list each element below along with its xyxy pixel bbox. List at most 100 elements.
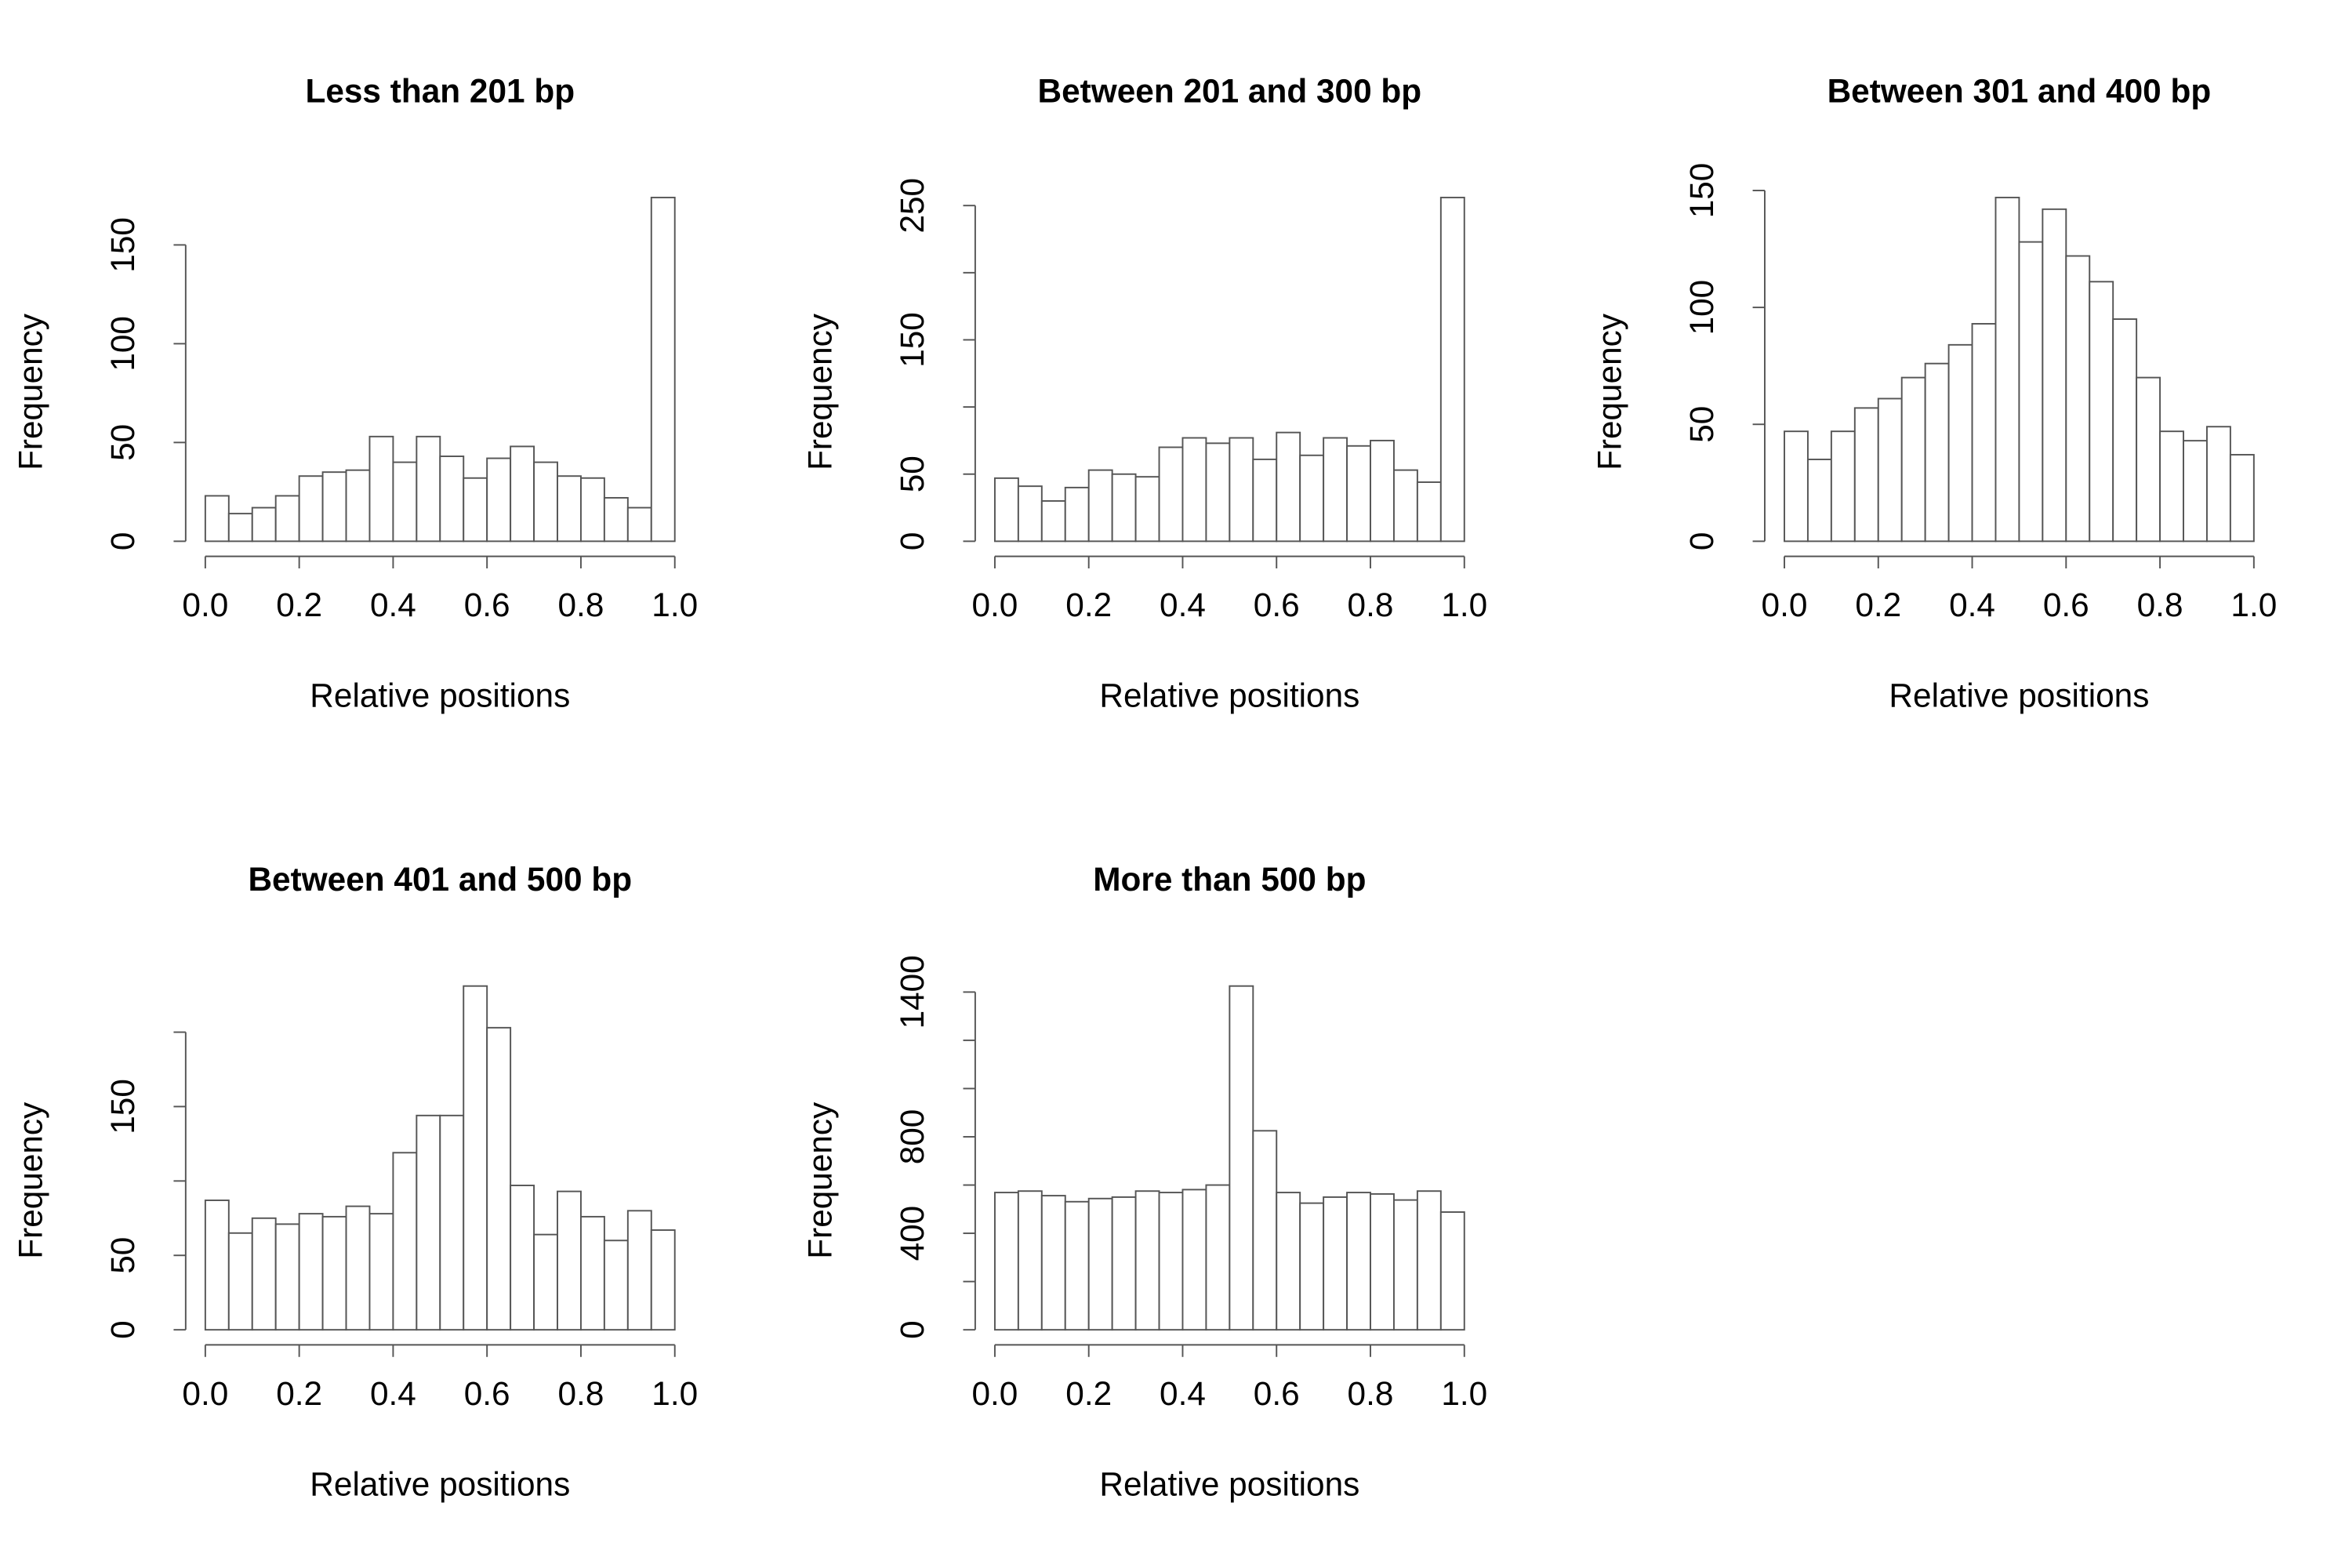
bar xyxy=(1205,442,1231,543)
bar xyxy=(321,1215,347,1331)
x-tick-label: 0.8 xyxy=(558,586,604,623)
bar xyxy=(463,477,488,543)
bar xyxy=(510,1185,535,1331)
bar xyxy=(486,1026,512,1331)
bar xyxy=(579,1215,605,1331)
bar xyxy=(1971,323,1997,543)
chart-title: More than 500 bp xyxy=(1093,861,1366,898)
bar xyxy=(1181,437,1207,543)
bar xyxy=(227,1232,253,1331)
bar xyxy=(1853,407,1879,543)
bar xyxy=(1229,437,1254,543)
bar xyxy=(439,1114,465,1331)
bar xyxy=(1416,1190,1442,1331)
bar xyxy=(345,1205,371,1331)
bar xyxy=(1276,431,1301,543)
y-tick-label: 150 xyxy=(894,312,931,368)
bar xyxy=(345,469,371,543)
bar xyxy=(439,456,465,543)
x-tick-label: 0.0 xyxy=(182,586,228,623)
bar xyxy=(2159,430,2184,543)
y-tick-label: 0 xyxy=(894,532,931,551)
bar xyxy=(1229,985,1254,1331)
bar xyxy=(626,1210,652,1331)
bar xyxy=(1111,473,1137,543)
bar xyxy=(321,471,347,543)
chart-title: Between 301 and 400 bp xyxy=(1828,72,2212,109)
y-tick-label: 50 xyxy=(104,1237,141,1274)
bar xyxy=(1064,486,1090,543)
x-tick-label: 0.4 xyxy=(1949,586,1995,623)
bar xyxy=(1323,437,1348,543)
bar xyxy=(2136,376,2161,543)
bar xyxy=(2042,208,2067,543)
bar xyxy=(1806,459,1832,543)
x-tick-label: 0.2 xyxy=(1065,586,1112,623)
bar xyxy=(1346,445,1371,543)
y-axis-label: Frequency xyxy=(802,313,839,470)
y-tick-label: 0 xyxy=(894,1320,931,1339)
bar xyxy=(274,495,300,543)
bar xyxy=(1252,1130,1278,1331)
bar xyxy=(650,1229,676,1331)
x-axis-label: Relative positions xyxy=(310,1465,570,1502)
bar xyxy=(557,1190,582,1331)
y-axis-label: Frequency xyxy=(13,1102,49,1259)
y-tick-label: 50 xyxy=(104,424,141,461)
bar xyxy=(1392,1199,1418,1331)
bar xyxy=(416,1114,441,1331)
bar xyxy=(1924,362,1950,543)
bar xyxy=(392,1152,418,1331)
bar xyxy=(463,985,488,1331)
x-axis-label: Relative positions xyxy=(310,677,570,714)
x-tick-label: 0.6 xyxy=(1254,586,1300,623)
y-tick-label: 250 xyxy=(894,178,931,234)
bar xyxy=(603,496,629,543)
x-tick-label: 1.0 xyxy=(652,586,698,623)
bar xyxy=(251,506,277,543)
bar xyxy=(1134,1190,1160,1331)
x-tick-label: 0.0 xyxy=(182,1375,228,1412)
x-tick-label: 0.0 xyxy=(1762,586,1808,623)
bar xyxy=(603,1240,629,1331)
bar xyxy=(1111,1196,1137,1331)
y-tick-label: 150 xyxy=(1683,163,1720,219)
bar xyxy=(2065,255,2091,543)
y-tick-label: 0 xyxy=(104,1320,141,1339)
bar xyxy=(368,435,394,543)
y-tick-label: 50 xyxy=(894,456,931,492)
bar xyxy=(1040,500,1066,543)
bar xyxy=(274,1223,300,1331)
bar xyxy=(1994,196,2020,543)
x-tick-label: 0.6 xyxy=(2043,586,2089,623)
x-tick-label: 0.8 xyxy=(1348,586,1394,623)
bar xyxy=(1416,481,1442,543)
bar xyxy=(1017,1190,1043,1331)
x-tick-label: 1.0 xyxy=(1441,1375,1487,1412)
x-tick-label: 0.8 xyxy=(558,1375,604,1412)
bar xyxy=(1040,1195,1066,1331)
bar xyxy=(204,1200,230,1331)
x-tick-label: 0.8 xyxy=(1348,1375,1394,1412)
bar xyxy=(251,1217,277,1331)
bar xyxy=(2112,318,2138,543)
bar xyxy=(1370,439,1395,543)
y-tick-label: 1400 xyxy=(894,955,931,1029)
bar xyxy=(2089,281,2114,543)
x-tick-label: 0.6 xyxy=(464,1375,510,1412)
bar xyxy=(1947,343,1973,543)
bar xyxy=(1439,196,1465,543)
y-tick-label: 100 xyxy=(1683,280,1720,336)
bar xyxy=(1158,1192,1184,1331)
bar xyxy=(2229,454,2255,543)
bar xyxy=(1087,469,1113,543)
y-tick-label: 800 xyxy=(894,1109,931,1165)
bar xyxy=(2018,241,2044,543)
chart-title: Between 401 and 500 bp xyxy=(248,861,632,898)
y-tick-label: 150 xyxy=(104,1079,141,1134)
bar xyxy=(510,445,535,543)
y-tick-label: 150 xyxy=(104,217,141,273)
x-tick-label: 0.2 xyxy=(276,586,322,623)
chart-title: Less than 201 bp xyxy=(305,72,575,109)
